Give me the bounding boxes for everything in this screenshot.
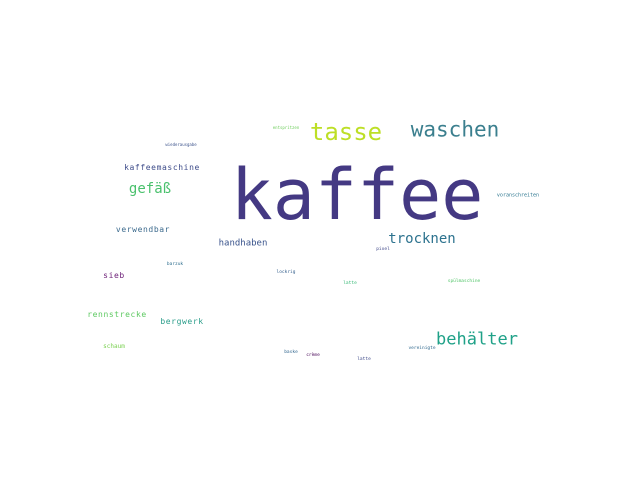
word-handhaben: handhaben	[218, 238, 268, 249]
word-latte-2: latte	[357, 356, 371, 362]
word-pixel: pixel	[376, 246, 390, 252]
word-sieb: sieb	[103, 271, 125, 280]
word-bergwerk: bergwerk	[160, 317, 204, 326]
word-waschen: waschen	[410, 117, 500, 142]
word-barzuk: barzuk	[166, 261, 184, 267]
word-schaum: schaum	[103, 343, 125, 350]
word-behaelter: behälter	[436, 329, 518, 350]
word-creme: crème	[306, 352, 320, 358]
word-lockrig: lockrig	[276, 269, 296, 275]
word-entspritzen: entspritzen	[272, 125, 300, 130]
word-baske: baske	[284, 349, 298, 355]
word-kaffee: kaffee	[230, 154, 484, 236]
word-vereinigte: vereinigte	[408, 345, 436, 351]
word-wiederausgabe: wiederausgabe	[165, 142, 197, 147]
word-kaffeemaschine: kaffeemaschine	[124, 163, 200, 172]
word-latte: latte	[343, 280, 357, 286]
word-tasse: tasse	[309, 118, 383, 146]
word-verwendbar: verwendbar	[115, 225, 171, 234]
word-voranschreiten: voranschreiten	[496, 192, 540, 199]
word-spuelmaschine: spülmaschine	[447, 278, 481, 284]
word-trocknen: trocknen	[388, 231, 456, 247]
word-rennstrecke: rennstrecke	[87, 310, 147, 319]
word-gefaess: gefäß	[128, 181, 172, 197]
